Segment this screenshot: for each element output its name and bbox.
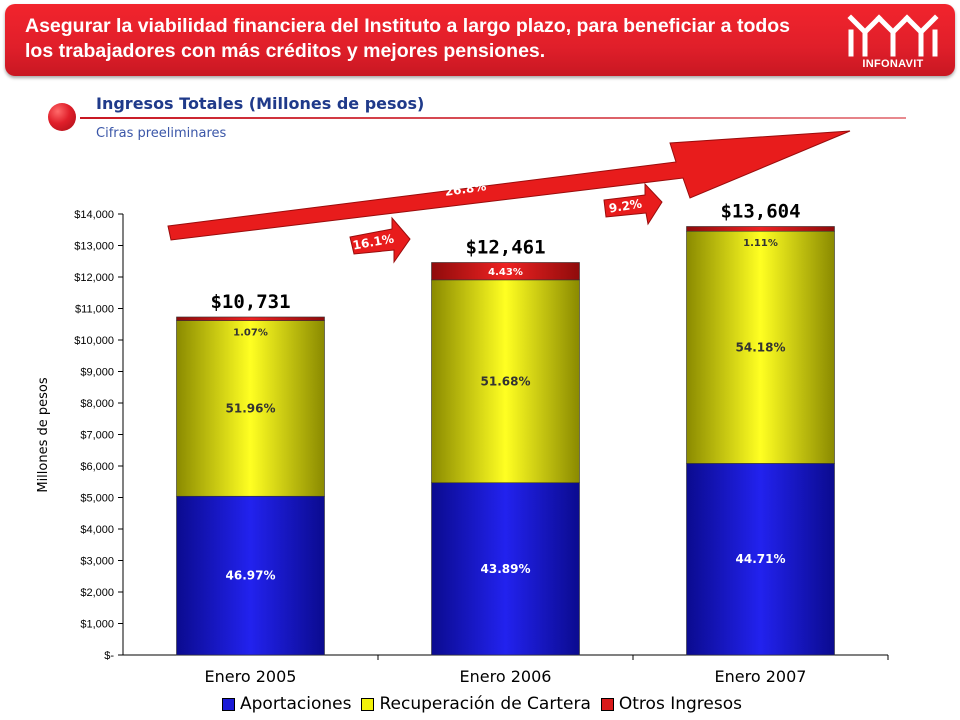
growth-label-total: 26.8% xyxy=(444,179,487,199)
data-label: 43.89% xyxy=(481,562,531,576)
y-tick-label: $10,000 xyxy=(74,335,114,347)
bar-segment xyxy=(176,316,325,321)
data-label: 51.96% xyxy=(226,401,276,415)
logo-wordmark: INFONAVIT xyxy=(862,58,924,70)
bar-segment xyxy=(176,320,325,497)
x-tick-label: Enero 2005 xyxy=(205,667,297,686)
y-tick-label: $14,000 xyxy=(74,209,114,221)
y-tick-label: $2,000 xyxy=(80,587,114,599)
growth-arrow-total xyxy=(167,130,851,241)
section-rule xyxy=(80,117,906,119)
section-subtitle: Cifras preeliminares xyxy=(96,126,227,141)
x-tick-label: Enero 2006 xyxy=(460,667,552,686)
legend-item: Aportaciones xyxy=(222,694,351,714)
legend-swatch xyxy=(361,697,375,711)
infonavit-logo xyxy=(847,14,939,57)
legend-item: Recuperación de Cartera xyxy=(361,694,591,714)
header-banner: Asegurar la viabilidad financiera del In… xyxy=(5,4,955,76)
total-label: $13,604 xyxy=(720,200,800,222)
y-tick-label: $6,000 xyxy=(80,461,114,473)
y-axis-label: Millones de pesos xyxy=(36,377,51,493)
data-label: 1.07% xyxy=(233,328,268,339)
y-tick-label: $7,000 xyxy=(80,430,114,442)
y-tick-label: $9,000 xyxy=(80,367,114,379)
header-title: Asegurar la viabilidad financiera del In… xyxy=(25,15,791,62)
total-label: $12,461 xyxy=(465,236,545,258)
y-tick-label: $- xyxy=(104,650,114,662)
bar-segment xyxy=(686,463,835,656)
legend-label: Aportaciones xyxy=(240,694,352,714)
y-tick-label: $13,000 xyxy=(74,241,114,253)
y-tick-label: $8,000 xyxy=(80,398,114,410)
growth-arrow-2007 xyxy=(603,182,663,226)
bar-segment xyxy=(176,495,325,656)
chart-legend: Aportaciones Recuperación de Cartera Otros… xyxy=(222,693,746,715)
bar-segment xyxy=(431,262,580,281)
legend-label: Otros Ingresos xyxy=(618,694,742,714)
data-label: 4.43% xyxy=(488,267,523,278)
total-label: $10,731 xyxy=(210,291,290,313)
y-tick-label: $12,000 xyxy=(74,272,114,284)
legend-label: Recuperación de Cartera xyxy=(379,694,591,714)
data-label: 51.68% xyxy=(481,374,531,388)
section-title: Ingresos Totales (Millones de pesos) xyxy=(96,94,425,113)
data-label: 46.97% xyxy=(226,569,276,583)
y-tick-label: $5,000 xyxy=(80,493,114,505)
legend-item: Otros Ingresos xyxy=(600,694,742,714)
x-tick-label: Enero 2007 xyxy=(715,667,807,686)
bar-segment xyxy=(431,279,580,484)
legend-swatch xyxy=(600,697,614,711)
bar-segment xyxy=(431,482,580,656)
data-label: 44.71% xyxy=(736,552,786,566)
legend-swatch xyxy=(222,697,235,711)
section-bullet xyxy=(48,103,76,131)
growth-label-2007: 9.2% xyxy=(608,197,643,216)
y-tick-label: $1,000 xyxy=(80,619,114,631)
y-tick-label: $3,000 xyxy=(80,556,114,568)
y-tick-label: $11,000 xyxy=(75,304,114,316)
growth-arrow-2006 xyxy=(349,216,411,264)
bar-segment xyxy=(686,226,835,232)
y-tick-label: $4,000 xyxy=(80,524,114,536)
data-label: 54.18% xyxy=(736,340,786,354)
data-label: 1.11% xyxy=(743,238,778,249)
